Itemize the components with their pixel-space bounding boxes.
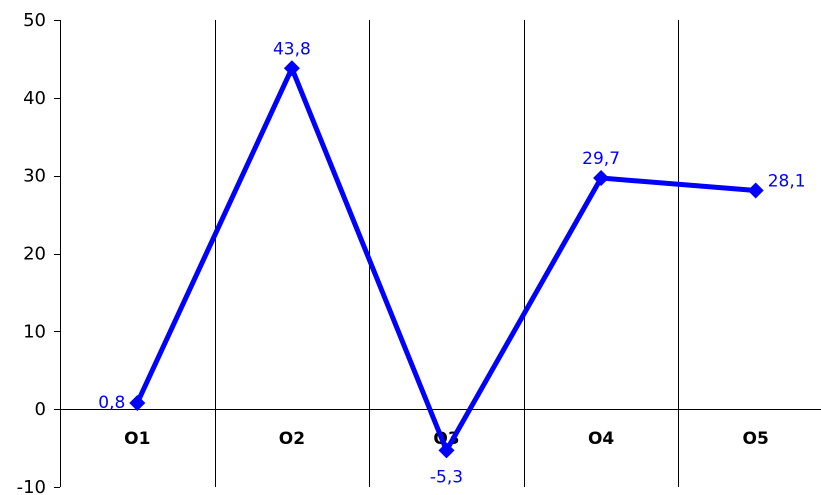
y-tick-label: 20 <box>23 244 46 265</box>
data-labels: 0,8 43,8 -5,3 29,7 28,1 <box>98 39 805 487</box>
data-point-marker <box>129 394 146 411</box>
data-point-marker <box>283 60 300 77</box>
y-tick-label: -10 <box>17 477 46 495</box>
vertical-gridlines <box>215 20 679 487</box>
y-axis-tick-labels: -10 0 10 20 30 40 50 <box>17 10 46 495</box>
data-label: 28,1 <box>768 171 806 191</box>
data-point-marker <box>593 170 610 187</box>
data-markers <box>129 60 764 459</box>
series-line <box>135 62 756 457</box>
x-tick-label: O1 <box>124 429 150 449</box>
y-tick-label: 10 <box>23 321 46 342</box>
y-tick-label: 0 <box>35 399 46 420</box>
data-label: 43,8 <box>273 39 311 59</box>
data-label: -5,3 <box>430 467 463 487</box>
data-point-marker <box>747 182 764 199</box>
y-tick-label: 50 <box>23 10 46 31</box>
y-tick-label: 40 <box>23 88 46 109</box>
axes <box>54 20 821 488</box>
x-tick-label: O5 <box>743 429 769 449</box>
y-tick-label: 30 <box>23 166 46 187</box>
series-line-group <box>135 62 756 457</box>
data-label: 0,8 <box>98 393 125 413</box>
x-tick-label: O2 <box>279 429 305 449</box>
data-label: 29,7 <box>582 149 620 169</box>
data-point-marker <box>438 442 455 459</box>
x-tick-label: O4 <box>588 429 614 449</box>
x-axis-tick-labels: O1 O2 O3 O4 O5 <box>124 429 769 449</box>
